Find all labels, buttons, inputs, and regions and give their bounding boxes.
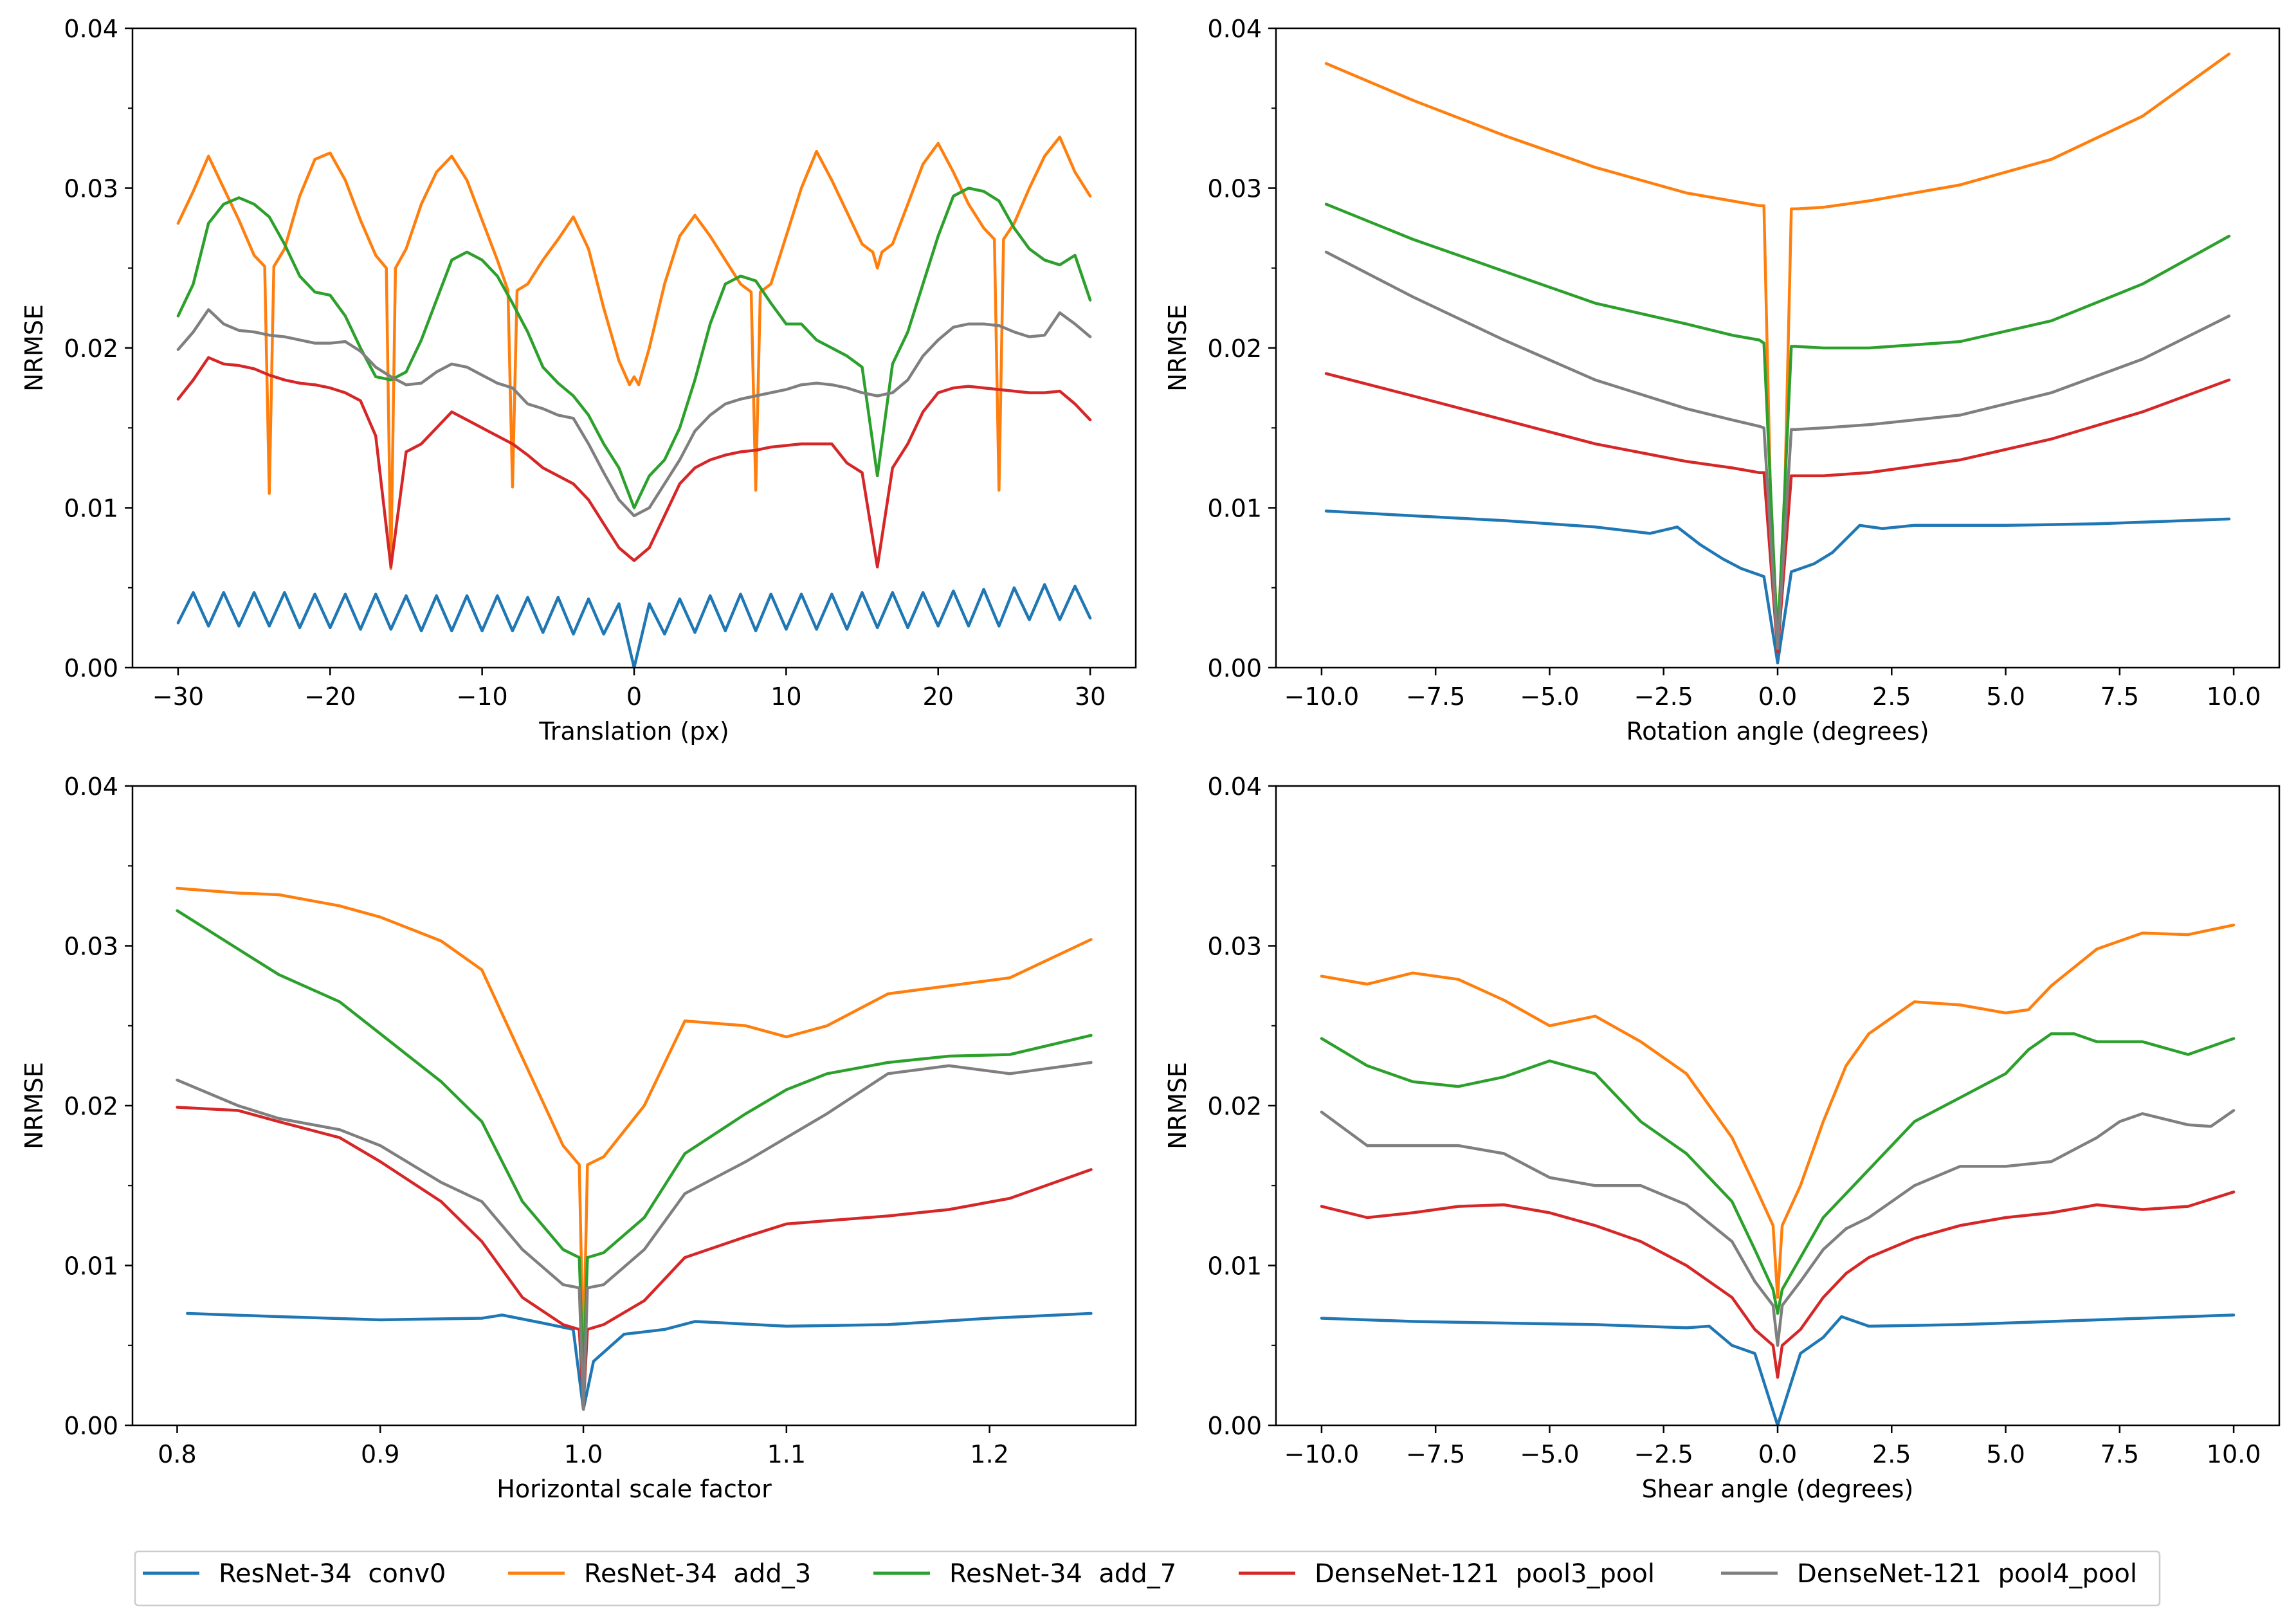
y-tick-label: 0.04	[64, 15, 118, 43]
x-tick-label: −2.5	[1634, 682, 1693, 711]
series-line-conv0	[1320, 1313, 2236, 1425]
y-tick-label: 0.03	[64, 933, 118, 961]
y-tick-label: 0.03	[1207, 175, 1262, 203]
x-tick-label: 10	[770, 682, 801, 711]
y-tick-label: 0.02	[1207, 334, 1262, 363]
series-line-pool4	[176, 308, 1092, 518]
x-tick-label: 30	[1075, 682, 1106, 711]
y-axis-label: NRMSE	[1163, 304, 1192, 392]
x-tick-label: 0.0	[1758, 1440, 1797, 1468]
legend: ResNet-34 conv0 ResNet-34 add_3 ResNet-3…	[134, 1550, 2161, 1607]
series-line-pool3	[176, 356, 1092, 569]
legend-label-conv0: ResNet-34 conv0	[219, 1559, 446, 1589]
chart-rotation: −10.0 −7.5 −5.0 −2.5 0.0 2.5 5.0 7.5 10.0 0.00 0.0…	[1163, 15, 2281, 745]
x-tick-label: −20	[304, 682, 356, 711]
x-tick-label: −10.0	[1284, 1440, 1359, 1468]
y-tick-label: 0.02	[64, 334, 118, 363]
series-line-add3	[176, 886, 1093, 1363]
legend-label-pool4: DenseNet-121 pool4_pool	[1797, 1559, 2137, 1589]
x-axis-label: Rotation angle (degrees)	[1626, 717, 1929, 745]
series-group	[176, 135, 1092, 668]
legend-entry-pool3: DenseNet-121 pool3_pool	[1239, 1559, 1655, 1589]
y-axis-label: NRMSE	[20, 304, 48, 392]
x-tick-label: −7.5	[1406, 682, 1465, 711]
series-line-add7	[176, 187, 1092, 509]
series-line-add3	[176, 135, 1092, 571]
x-tick-label: 2.5	[1872, 1440, 1911, 1468]
y-tick-label: 0.04	[1207, 772, 1262, 801]
x-tick-label: 7.5	[2100, 1440, 2139, 1468]
series-line-add7	[1320, 1032, 2236, 1315]
y-tick-label: 0.01	[1207, 1252, 1262, 1281]
x-tick-label: 0.9	[361, 1440, 399, 1468]
series-line-pool4	[176, 1061, 1093, 1411]
x-tick-label: 5.0	[1986, 682, 2025, 711]
legend-entry-add7: ResNet-34 add_7	[873, 1559, 1176, 1589]
x-tick-label: 1.1	[767, 1440, 806, 1468]
x-tick-label: 1.2	[970, 1440, 1008, 1468]
x-tick-label: −30	[152, 682, 204, 711]
series-group	[1324, 52, 2231, 664]
y-axis-label: NRMSE	[1163, 1062, 1192, 1149]
series-line-conv0	[1324, 509, 2231, 664]
series-group	[176, 886, 1093, 1411]
y-tick-label: 0.00	[1207, 654, 1262, 682]
y-tick-label: 0.03	[64, 175, 118, 203]
y-axis-label: NRMSE	[20, 1062, 48, 1149]
legend-entry-conv0: ResNet-34 conv0	[143, 1559, 446, 1589]
y-tick-label: 0.01	[1207, 495, 1262, 523]
x-axis-label: Horizontal scale factor	[497, 1475, 772, 1503]
x-tick-label: 7.5	[2100, 682, 2139, 711]
series-line-pool4	[1320, 1109, 2236, 1348]
y-tick-label: 0.00	[1207, 1412, 1262, 1440]
x-tick-label: −10.0	[1284, 682, 1359, 711]
chart-shear: −10.0 −7.5 −5.0 −2.5 0.0 2.5 5.0 7.5 10.0 0.00 0.0…	[1163, 772, 2281, 1503]
x-tick-label: −5.0	[1520, 682, 1579, 711]
y-tick-label: 0.04	[64, 772, 118, 801]
x-tick-label: −2.5	[1634, 1440, 1693, 1468]
x-tick-label: −5.0	[1520, 1440, 1579, 1468]
x-tick-label: 0.0	[1758, 682, 1797, 711]
x-tick-label: −7.5	[1406, 1440, 1465, 1468]
legend-frame	[134, 1550, 2161, 1607]
legend-entry-pool4: DenseNet-121 pool4_pool	[1721, 1559, 2137, 1589]
x-tick-label: 0	[626, 682, 642, 711]
x-tick-label: 20	[923, 682, 954, 711]
series-line-pool4	[1324, 250, 2231, 650]
y-tick-label: 0.01	[64, 1252, 118, 1281]
legend-label-add7: ResNet-34 add_7	[949, 1559, 1176, 1589]
series-group	[1320, 923, 2236, 1425]
legend-label-pool3: DenseNet-121 pool3_pool	[1315, 1559, 1655, 1589]
y-tick-label: 0.00	[64, 654, 118, 682]
series-line-pool3	[1320, 1190, 2236, 1379]
x-tick-label: −10	[457, 682, 508, 711]
x-tick-label: 10.0	[2207, 682, 2261, 711]
y-tick-label: 0.02	[1207, 1092, 1262, 1120]
legend-label-add3: ResNet-34 add_3	[584, 1559, 811, 1589]
x-tick-label: 1.0	[564, 1440, 603, 1468]
y-tick-label: 0.04	[1207, 15, 1262, 43]
x-tick-label: 10.0	[2207, 1440, 2261, 1468]
chart-scale: 0.8 0.9 1.0 1.1 1.2 0.00 0.01 0.02 0.03 0.04 Horiz…	[20, 772, 1137, 1503]
legend-entry-add3: ResNet-34 add_3	[508, 1559, 811, 1589]
series-line-conv0	[186, 1311, 1093, 1411]
x-axis-label: Translation (px)	[538, 717, 729, 745]
series-line-add3	[1320, 923, 2236, 1299]
series-line-conv0	[176, 583, 1092, 668]
y-tick-label: 0.03	[1207, 933, 1262, 961]
chart-translation: −30 −20 −10 0 10 20 30 0.00 0.01 0.02 0.03 0.04 Tran…	[20, 15, 1137, 745]
x-tick-label: 2.5	[1872, 682, 1911, 711]
series-line-pool3	[1324, 372, 2231, 653]
y-tick-label: 0.02	[64, 1092, 118, 1120]
x-tick-label: 5.0	[1986, 1440, 2025, 1468]
y-tick-label: 0.01	[64, 495, 118, 523]
x-axis-label: Shear angle (degrees)	[1642, 1475, 1914, 1503]
y-tick-label: 0.00	[64, 1412, 118, 1440]
x-tick-label: 0.8	[158, 1440, 196, 1468]
